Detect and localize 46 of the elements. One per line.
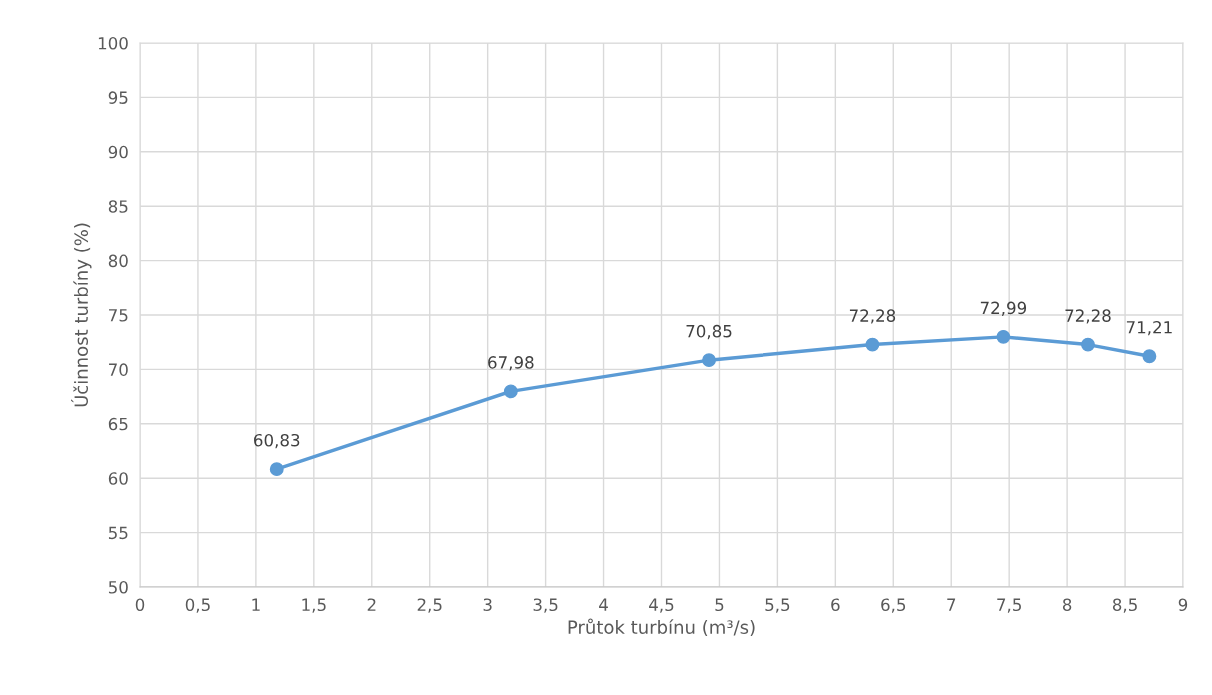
x-tick-label: 2,5 [417,598,442,613]
y-tick-label: 100 [98,36,128,50]
data-label: 71,21 [1126,320,1172,336]
y-tick-label: 55 [108,526,128,540]
y-tick-label: 95 [108,91,128,104]
x-tick-label: 2 [367,598,376,611]
point [1142,349,1157,364]
x-tick-label: 6,5 [881,598,906,613]
point [269,462,284,477]
x-tick-label: 1 [252,598,260,611]
x-tick-label: 5,5 [765,598,790,613]
x-tick-label: 6 [831,598,840,612]
y-tick-label: 70 [109,363,128,376]
x-tick-label: 4 [599,598,608,611]
x-tick-label: 7 [947,598,956,611]
point [1081,337,1095,352]
point [996,329,1011,344]
y-tick-label: 80 [108,254,128,268]
data-label: 60,83 [254,433,300,449]
y-axis-title: Účinnost turbíny (%) [71,223,92,407]
x-tick-label: 9 [1178,598,1188,612]
x-tick-label: 3,5 [533,598,558,613]
x-tick-label: 4,5 [649,598,674,613]
point [503,384,518,399]
x-tick-label: 3 [483,598,492,612]
data-label: 72,28 [1065,309,1111,324]
x-tick-label: 0,5 [185,598,210,613]
data-label: 72,99 [980,301,1027,316]
x-tick-label: 8 [1062,598,1072,612]
x-tick-label: 0 [135,598,145,612]
x-tick-label: 5 [715,598,724,612]
x-tick-label: 1,5 [302,598,326,613]
y-tick-label: 50 [108,580,128,594]
point [865,337,880,352]
x-tick-label: 8,5 [1112,598,1137,613]
x-axis-title: Průtok turbínu (m³/s) [568,618,755,637]
data-label: 72,28 [849,309,896,324]
y-tick-label: 85 [108,200,128,213]
y-tick-label: 90 [108,145,128,159]
data-label: 67,98 [488,356,534,371]
point [702,353,716,368]
x-tick-label: 7,5 [997,598,1021,613]
data-label: 70,85 [686,324,732,340]
y-tick-label: 60 [108,472,128,485]
y-tick-label: 65 [108,417,128,431]
y-tick-label: 75 [109,309,128,322]
